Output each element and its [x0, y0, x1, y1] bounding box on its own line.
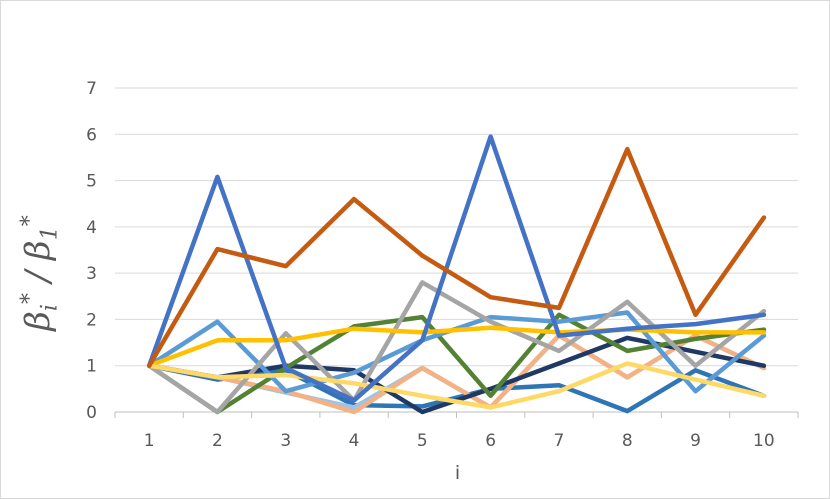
- x-tick-label: 1: [144, 431, 155, 451]
- x-tick-label: 4: [349, 431, 360, 451]
- series-line-7: [146, 280, 767, 415]
- series-line-9: [146, 361, 767, 410]
- y-tick-label: 6: [86, 125, 97, 145]
- series-line-3: [146, 333, 767, 415]
- x-tick-label: 8: [622, 431, 633, 451]
- x-tick-label: 7: [554, 431, 565, 451]
- y-tick-label: 4: [86, 218, 97, 238]
- series-line-11: [146, 146, 767, 368]
- x-tick-label: 2: [212, 431, 223, 451]
- y-tick-label: 1: [86, 357, 97, 377]
- x-tick-label: 9: [690, 431, 701, 451]
- x-axis-label: i: [455, 462, 460, 484]
- y-tick-label: 2: [86, 310, 97, 330]
- y-tick-label: 5: [86, 172, 97, 192]
- y-tick-label: 0: [86, 403, 97, 423]
- x-tick-label: 6: [485, 431, 496, 451]
- x-tick-label: 5: [417, 431, 428, 451]
- series-line-10: [146, 134, 767, 403]
- series-line-8: [146, 325, 767, 368]
- y-tick-label: 3: [86, 264, 97, 284]
- x-tick-label: 10: [753, 431, 775, 451]
- x-tick-label: 3: [280, 431, 291, 451]
- series-line-5: [146, 312, 767, 415]
- y-tick-label: 7: [86, 79, 97, 99]
